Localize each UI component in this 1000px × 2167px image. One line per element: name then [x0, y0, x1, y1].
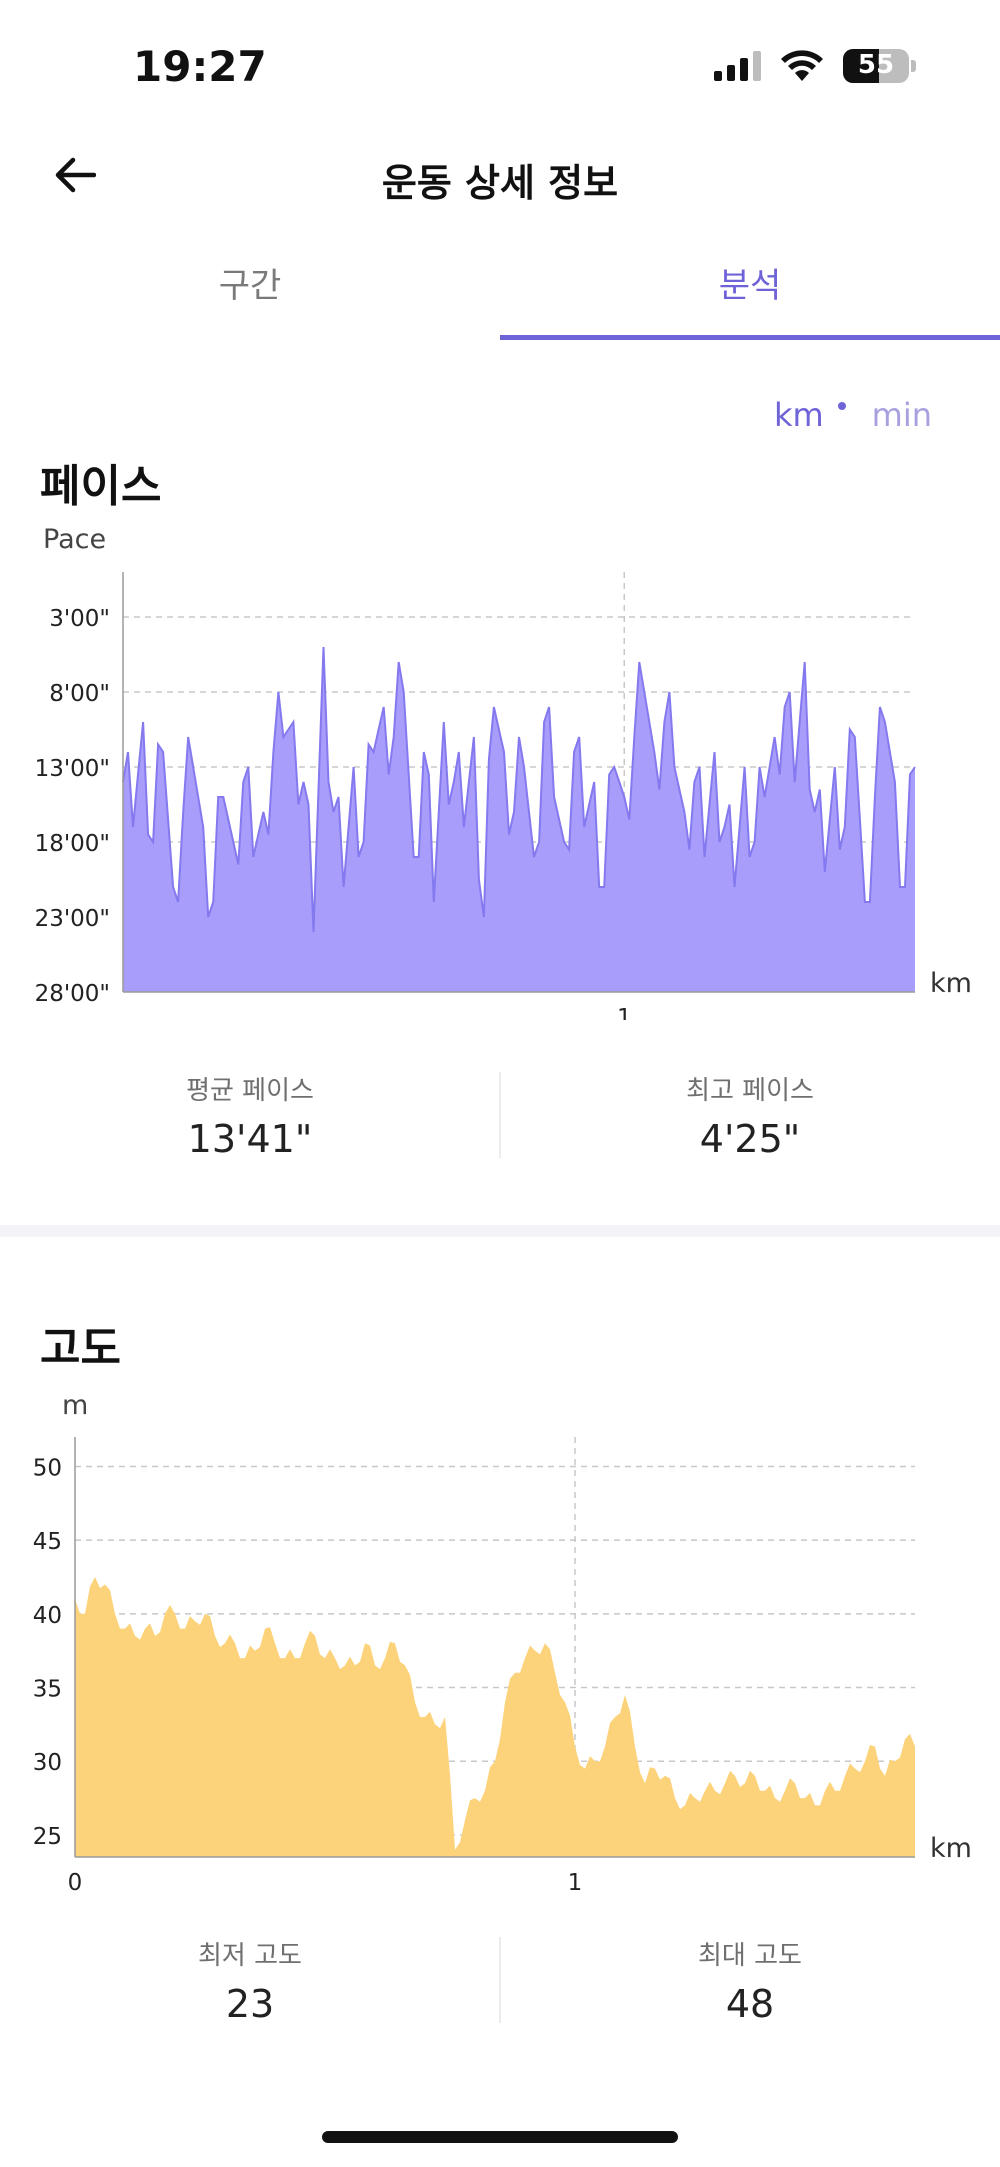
pace-y-tick: 28'00"	[35, 981, 110, 1007]
pace-y-unit: Pace	[43, 524, 107, 555]
pace-section-title: 페이스	[40, 461, 162, 512]
elevation-x-tick: 0	[68, 1870, 83, 1895]
pace-x-unit: km	[930, 968, 972, 999]
back-button[interactable]	[50, 150, 100, 200]
min-elevation-stat: 최저 고도 23	[0, 1935, 500, 2026]
status-time: 19:27	[133, 42, 267, 91]
best-pace-stat: 최고 페이스 4'25"	[500, 1070, 1000, 1161]
elevation-x-unit: km	[930, 1833, 972, 1864]
elevation-y-unit: m	[62, 1390, 89, 1421]
elevation-y-tick: 40	[33, 1603, 62, 1629]
battery-level: 55	[857, 50, 895, 80]
pace-x-tick: 1	[617, 1005, 632, 1020]
best-pace-label: 최고 페이스	[686, 1076, 814, 1106]
battery-icon: 55	[843, 49, 916, 83]
pace-y-tick: 8'00"	[49, 681, 110, 707]
unit-min-option[interactable]: min	[871, 396, 932, 434]
page-title: 운동 상세 정보	[381, 161, 619, 205]
stat-divider	[499, 1072, 501, 1158]
tab-segments[interactable]: 구간	[218, 266, 282, 306]
elevation-area	[75, 1577, 915, 1857]
wifi-icon	[781, 50, 823, 81]
pace-line	[122, 646, 916, 933]
arrow-left-icon	[55, 157, 96, 193]
pace-y-tick: 13'00"	[35, 756, 110, 782]
selected-dot	[837, 402, 846, 410]
elevation-y-tick: 25	[33, 1824, 62, 1850]
pace-y-tick: 18'00"	[35, 831, 110, 857]
max-elevation-value: 48	[725, 1982, 775, 2026]
section-separator	[0, 1225, 1000, 1237]
unit-toggle[interactable]: km min	[774, 396, 932, 434]
elevation-y-tick: 30	[33, 1750, 62, 1776]
elevation-section-title: 고도	[40, 1323, 121, 1374]
pace-y-tick: 23'00"	[35, 906, 110, 932]
elevation-y-tick: 35	[33, 1677, 62, 1703]
avg-pace-value: 13'41"	[187, 1117, 313, 1161]
elevation-x-tick: 1	[568, 1870, 583, 1895]
min-elevation-label: 최저 고도	[198, 1941, 302, 1971]
tab-bar: 구간 분석	[0, 250, 1000, 340]
elevation-y-tick: 50	[33, 1455, 62, 1481]
unit-km-option[interactable]: km	[773, 396, 824, 434]
elevation-stats: 최저 고도 23 최대 고도 48	[0, 1935, 1000, 2026]
status-icons: 55	[714, 46, 916, 86]
cellular-signal-icon	[714, 51, 761, 81]
pace-chart: 3'00" 8'00" 13'00" 18'00" 23'00" 28'00" 1 km	[35, 572, 972, 1020]
min-elevation-value: 23	[225, 1982, 275, 2026]
pace-y-tick: 3'00"	[49, 606, 110, 632]
pace-stats: 평균 페이스 13'41" 최고 페이스 4'25"	[0, 1070, 1000, 1161]
tab-analysis[interactable]: 분석	[500, 250, 1000, 340]
avg-pace-label: 평균 페이스	[186, 1076, 314, 1106]
elevation-chart: 50 45 40 35 30 25 0 1 km	[33, 1437, 972, 1895]
best-pace-value: 4'25"	[699, 1117, 801, 1161]
max-elevation-label: 최대 고도	[698, 1941, 802, 1971]
elevation-y-tick: 45	[33, 1529, 62, 1555]
max-elevation-stat: 최대 고도 48	[500, 1935, 1000, 2026]
home-indicator	[322, 2131, 678, 2143]
stat-divider	[499, 1937, 501, 2023]
avg-pace-stat: 평균 페이스 13'41"	[0, 1070, 500, 1161]
